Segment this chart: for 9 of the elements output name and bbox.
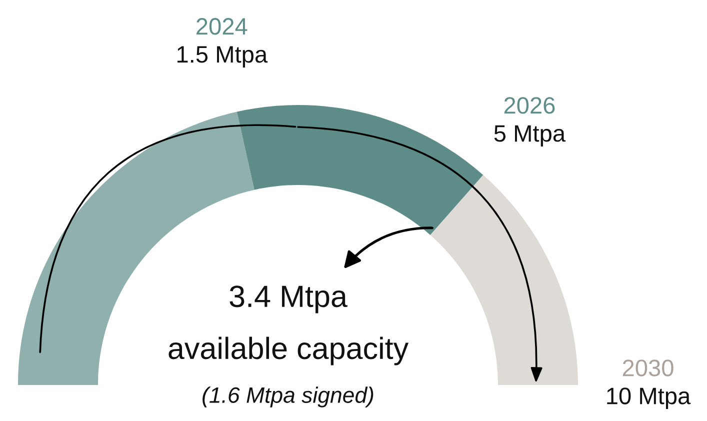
slice-label: 2026 bbox=[504, 97, 555, 114]
text: 5 Mtpa bbox=[494, 125, 566, 146]
text: 3.4 Mtpa bbox=[230, 286, 348, 314]
text: available capacity bbox=[168, 336, 409, 366]
text: (1.6 Mtpa signed) bbox=[202, 386, 374, 408]
slice-label: 2024 bbox=[196, 18, 248, 35]
text: 1.5 Mtpa bbox=[178, 46, 268, 68]
text: 10 Mtpa bbox=[607, 388, 691, 410]
slice-label: 2030 bbox=[622, 360, 674, 376]
